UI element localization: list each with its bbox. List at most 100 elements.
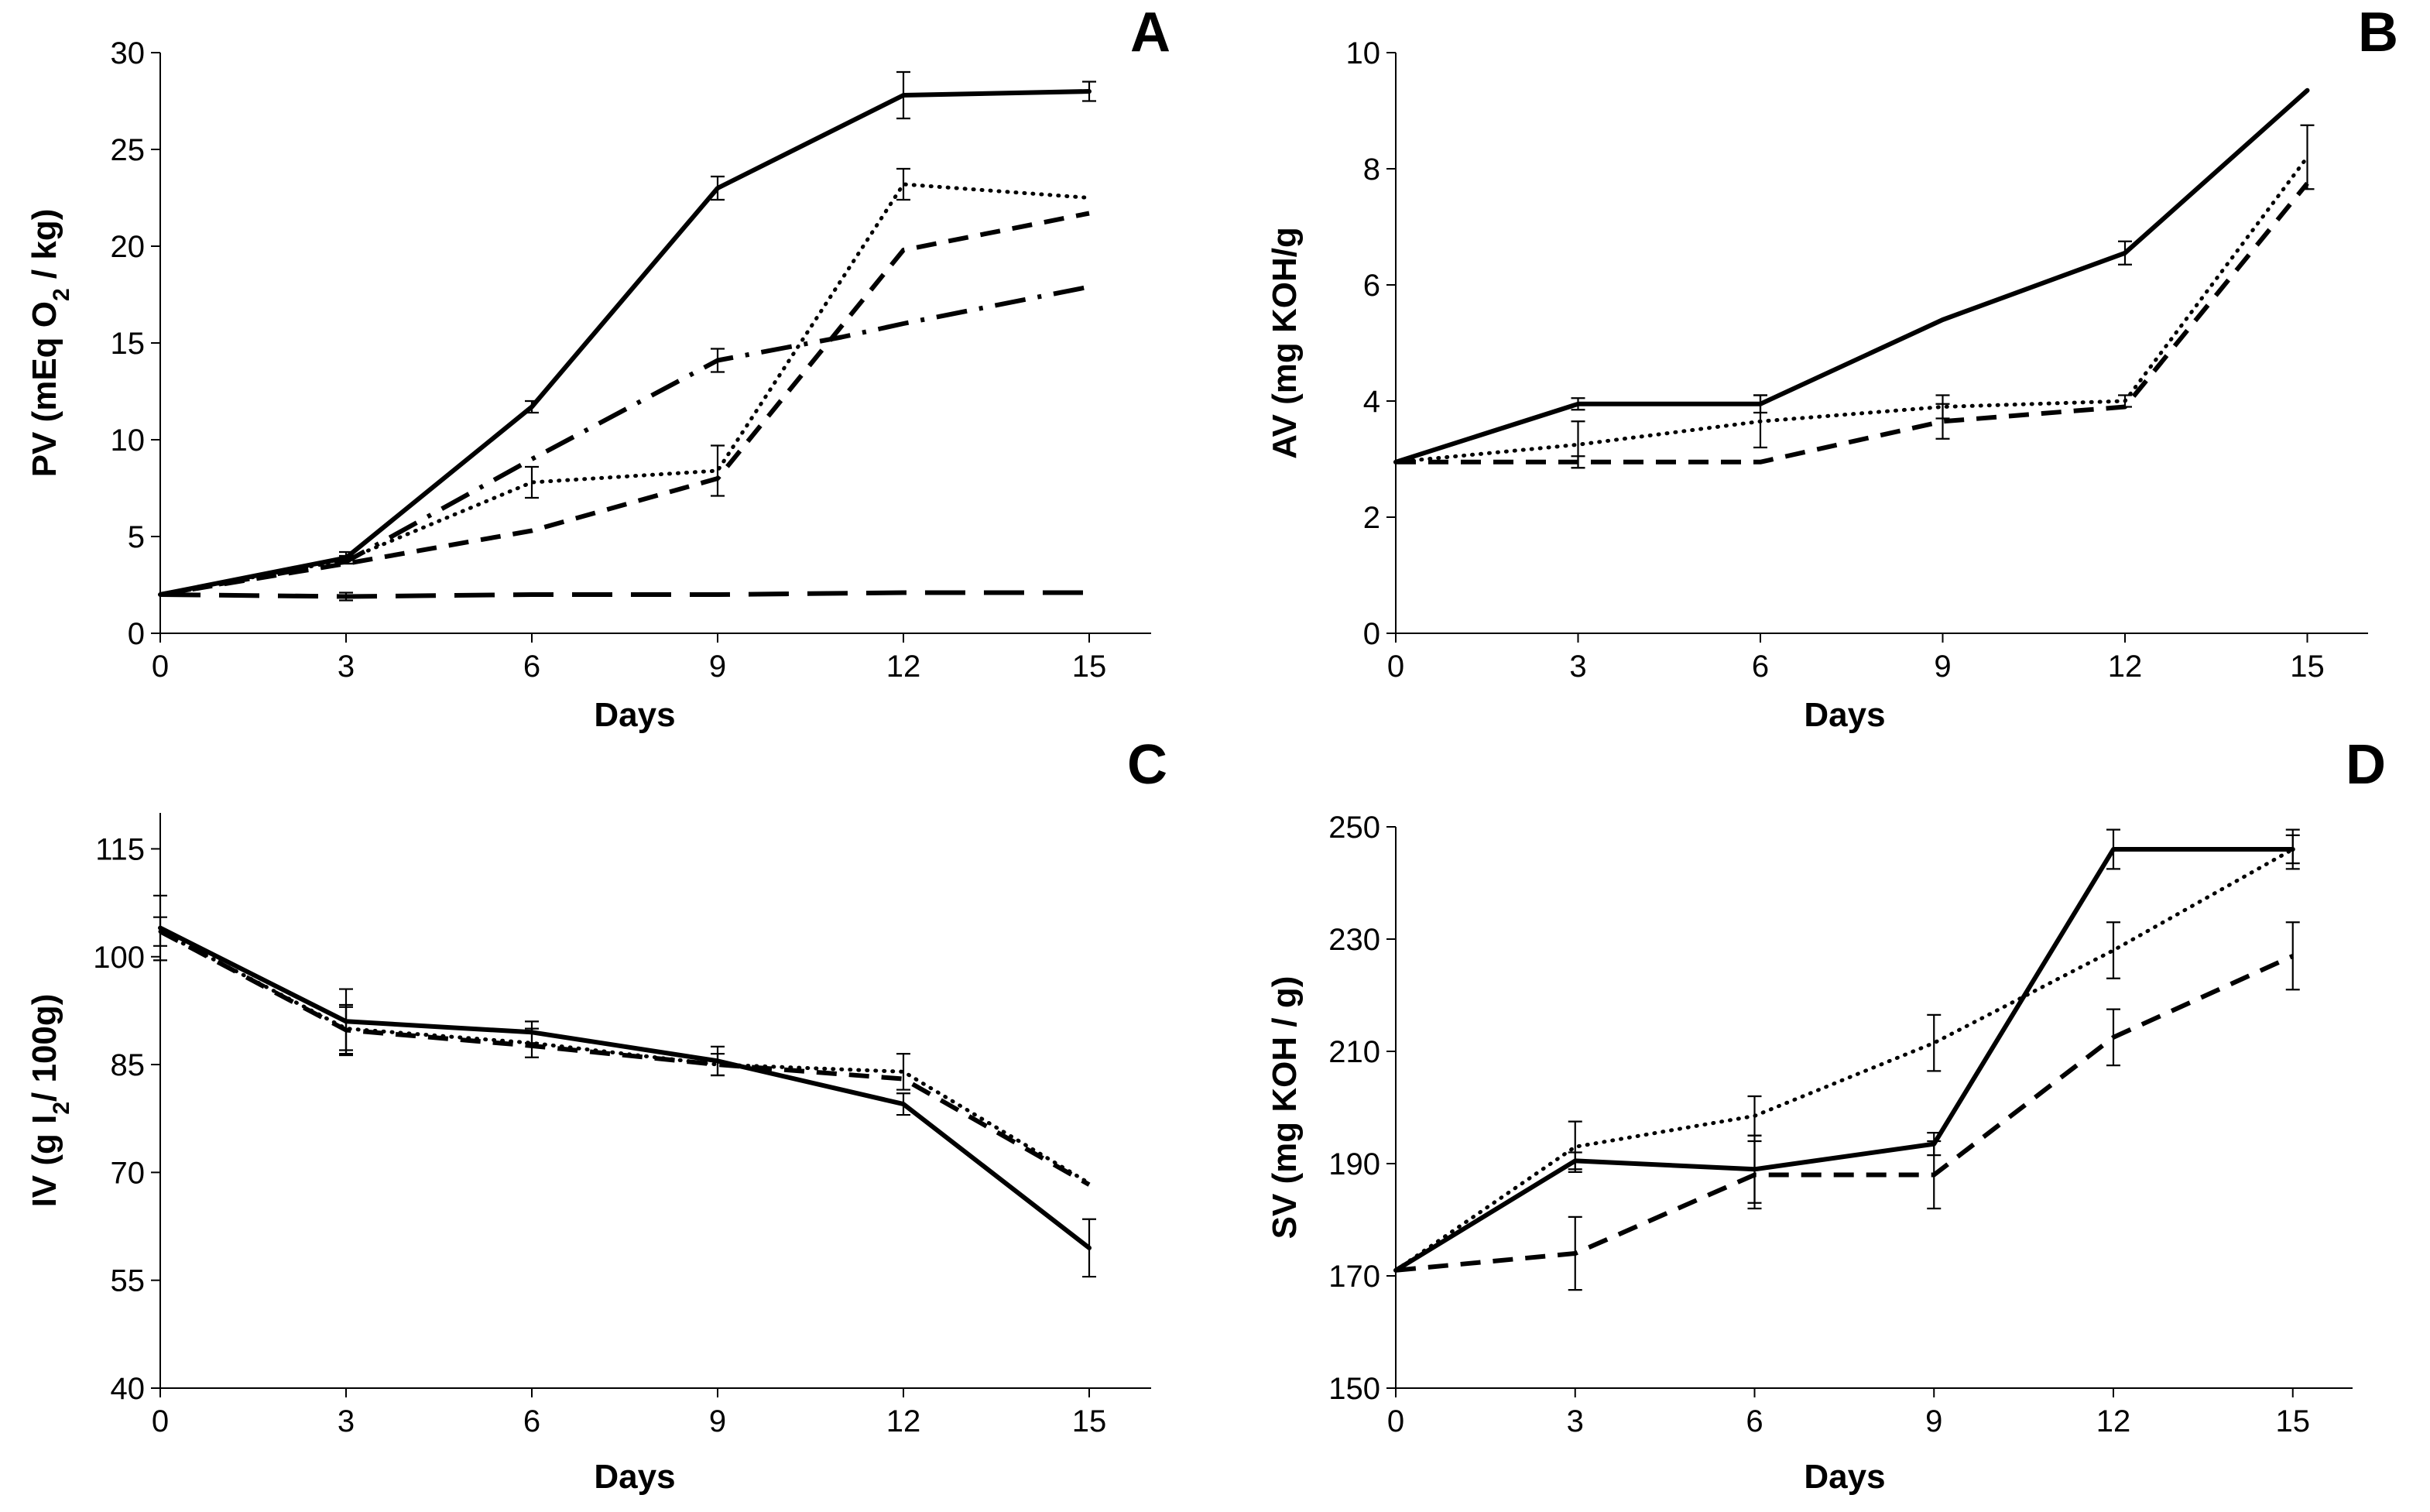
panel-letter: D <box>2346 734 2386 796</box>
series-line-solid <box>158 89 1092 597</box>
x-tick-label: 0 <box>1387 1404 1404 1438</box>
error-bar <box>896 1053 910 1091</box>
panel-d: 150 170 190 210 230 250 0 3 6 9 12 15 Days SV (mg KOH… <box>1266 734 2386 1496</box>
error-bar <box>1747 1140 1762 1210</box>
panel-letter: C <box>1127 734 1167 796</box>
y-axis-label-part: SV (mg KOH / g) <box>1266 976 1304 1239</box>
error-bar <box>1568 1120 1582 1173</box>
error-bar <box>2300 124 2315 190</box>
x-tick-label: 6 <box>523 650 540 684</box>
y-tick-label: 15 <box>111 327 146 361</box>
x-tick-label: 6 <box>523 1404 540 1438</box>
series-line-dotted <box>158 182 1092 597</box>
x-tick-label: 9 <box>1925 1404 1942 1438</box>
error-bar <box>711 348 725 373</box>
series-line-solid <box>1393 847 2295 1273</box>
error-bar <box>896 70 910 120</box>
error-bar <box>2118 240 2132 266</box>
error-bar <box>525 1027 539 1058</box>
series-line-dotted <box>1393 155 2309 465</box>
x-axis-label: Days <box>594 1458 675 1496</box>
panel-b: 0 2 4 6 8 10 0 3 6 9 12 15 Days AV (mg KOH/g B <box>1266 2 2398 734</box>
y-tick-label: 4 <box>1363 385 1380 419</box>
series-line-dotted <box>1393 847 2295 1273</box>
x-tick-label: 3 <box>1569 650 1586 684</box>
y-tick-label: 170 <box>1328 1260 1380 1294</box>
series-line-dashed <box>1395 954 2295 1273</box>
x-tick-label: 6 <box>1746 1404 1763 1438</box>
error-bar <box>711 444 725 497</box>
x-tick-label: 9 <box>709 1404 726 1438</box>
x-tick-label: 0 <box>152 1404 169 1438</box>
y-axis-label-part: PV (mEq O <box>26 301 63 477</box>
x-tick-label: 6 <box>1752 650 1769 684</box>
y-tick-label: 25 <box>111 133 146 167</box>
y-tick-label: 5 <box>128 520 145 554</box>
x-tick-label: 3 <box>338 1404 355 1438</box>
x-tick-label: 9 <box>1934 650 1951 684</box>
y-tick-label: 150 <box>1328 1372 1380 1406</box>
y-tick-label: 10 <box>111 423 146 458</box>
y-tick-label: 30 <box>111 36 146 70</box>
y-tick-label: 70 <box>111 1156 146 1190</box>
x-tick-label: 9 <box>709 650 726 684</box>
error-bar <box>1927 1140 1942 1210</box>
error-bar <box>2106 921 2120 979</box>
error-bar <box>2285 921 2300 991</box>
y-tick-label: 210 <box>1328 1035 1380 1069</box>
error-bar <box>525 465 539 499</box>
y-tick-label: 250 <box>1328 811 1380 845</box>
error-bar <box>1747 1095 1762 1137</box>
x-tick-label: 0 <box>152 650 169 684</box>
y-tick-label: 100 <box>93 941 145 975</box>
x-axis-label: Days <box>1804 1458 1885 1496</box>
error-bar <box>1082 81 1096 102</box>
y-tick-label: 55 <box>111 1264 146 1298</box>
error-bar <box>1568 1215 1582 1291</box>
series-line-solid <box>158 925 1092 1250</box>
y-axis-label-part: / kg) <box>26 209 63 289</box>
x-tick-label: 15 <box>1072 650 1107 684</box>
y-tick-label: 20 <box>111 230 146 264</box>
y-axis-label-part: IV (g I <box>26 1115 63 1208</box>
error-bar <box>1082 1218 1096 1278</box>
x-tick-label: 15 <box>1072 1404 1107 1438</box>
panel-letter: B <box>2358 2 2398 63</box>
error-bar <box>2106 1008 2120 1067</box>
error-bar <box>1935 403 1950 440</box>
error-bar <box>525 399 539 414</box>
y-axis-label-part: 2 <box>49 288 74 301</box>
x-tick-label: 15 <box>2290 650 2325 684</box>
panel-c: 40 55 70 85 100 115 0 3 6 9 12 15 Days IV (g I2/ 100g… <box>26 734 1167 1496</box>
y-tick-label: 230 <box>1328 923 1380 957</box>
series-line-dashed <box>159 929 1091 1187</box>
y-tick-label: 190 <box>1328 1147 1380 1181</box>
x-tick-label: 3 <box>338 650 355 684</box>
x-axis-label: Days <box>1804 696 1885 734</box>
error-bar <box>2285 834 2300 865</box>
series-line-dashed <box>1396 181 2309 465</box>
series-line-long-dash <box>159 590 1089 599</box>
panel-a: 0 5 10 15 20 25 30 0 3 6 9 12 15 Days PV (mEq O2 / kg)… <box>26 2 1170 734</box>
y-tick-label: 6 <box>1363 269 1380 303</box>
series-line-dash-dot <box>159 284 1090 597</box>
panel-letter: A <box>1130 2 1170 63</box>
series-line-dashed <box>159 211 1090 597</box>
y-tick-label: 115 <box>95 832 145 866</box>
x-tick-label: 12 <box>2108 650 2143 684</box>
error-bar <box>896 167 910 201</box>
error-bar <box>711 175 725 201</box>
error-bar <box>1753 394 1767 449</box>
x-tick-label: 15 <box>2276 1404 2311 1438</box>
error-bar <box>339 1003 353 1057</box>
y-axis-label: AV (mg KOH/g <box>1266 227 1304 459</box>
x-tick-label: 3 <box>1567 1404 1584 1438</box>
x-tick-label: 12 <box>886 1404 921 1438</box>
y-tick-label: 8 <box>1363 153 1380 187</box>
y-tick-label: 40 <box>111 1372 146 1406</box>
series-line-solid <box>1393 87 2310 465</box>
y-tick-label: 0 <box>1363 617 1380 651</box>
y-tick-label: 10 <box>1346 36 1381 70</box>
x-tick-label: 12 <box>886 650 921 684</box>
